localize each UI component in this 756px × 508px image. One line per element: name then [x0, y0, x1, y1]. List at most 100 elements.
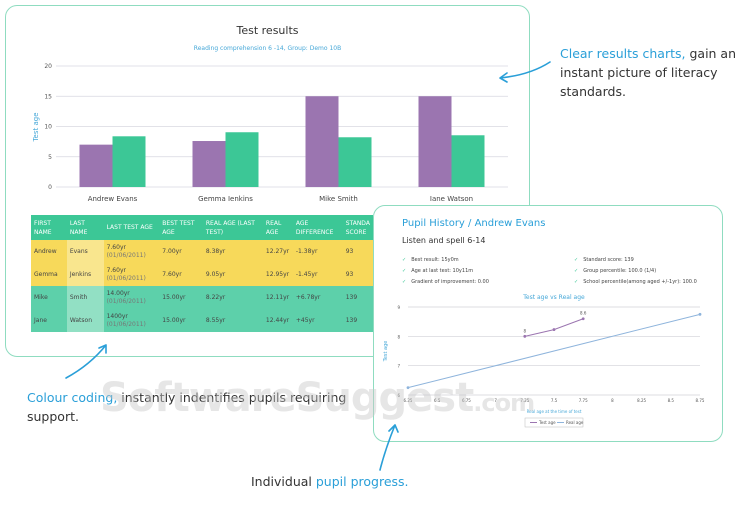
bar — [305, 96, 339, 187]
x-tick-label: 8.5 — [668, 398, 675, 403]
cell-best: 7.60yr — [159, 263, 203, 286]
callout-colour-coding: Colour coding, instantly indentifies pup… — [27, 390, 347, 424]
x-tick-label: 8.25 — [637, 398, 646, 403]
cell-last-test: 14.00yr (01/06/2011) — [103, 286, 160, 309]
cell-best: 15.00yr — [159, 309, 203, 332]
cell-diff: +6.78yr — [292, 286, 343, 309]
stat-item: ✓ Age at last test: 10y11m — [402, 268, 474, 274]
column-header[interactable]: LAST NAME — [66, 215, 104, 240]
cell-last-test: 7.60yr (01/06/2011) — [103, 263, 160, 286]
bar — [192, 141, 226, 187]
cell-score: 139 — [342, 309, 373, 332]
cell-best: 7.00yr — [159, 240, 203, 263]
legend-label: Real age — [566, 420, 584, 425]
cell-last: Evans — [66, 240, 104, 263]
bar — [79, 144, 113, 187]
bar — [451, 135, 485, 187]
cell-first: Gemma — [31, 263, 67, 286]
data-label: 8.6 — [580, 311, 587, 316]
x-tick-label: Andrew Evans — [88, 195, 138, 201]
chart-subtitle: Reading comprehension 6 -14, Group: Demo… — [193, 45, 342, 52]
stat-item: ✓ Group percentile: 100.0 (1/4) — [574, 268, 657, 274]
x-tick-label: Mike Smith — [319, 195, 358, 201]
y-tick-label: 8 — [397, 334, 400, 339]
y-axis-label: Test age — [32, 112, 40, 142]
check-icon: ✓ — [402, 268, 407, 274]
stat-item: ✓ School percentile(among aged +/-1yr): 1… — [574, 279, 697, 285]
table-row[interactable]: Gemma Jenkins 7.60yr (01/06/2011) 7.60yr 9.05… — [31, 263, 373, 286]
x-tick-label: Gemma Jenkins — [198, 195, 253, 201]
cell-real-last: 8.55yr — [202, 309, 263, 332]
callout-progress: Individual pupil progress. — [251, 474, 409, 489]
x-tick-label: 6.5 — [434, 398, 441, 403]
cell-score: 93 — [342, 240, 373, 263]
data-point — [698, 312, 702, 316]
cell-best: 15.00yr — [159, 286, 203, 309]
check-icon: ✓ — [574, 268, 579, 274]
y-tick-label: 9 — [397, 305, 400, 310]
bar — [225, 132, 259, 187]
y-tick-label: 10 — [44, 124, 52, 131]
data-point — [406, 386, 410, 390]
y-tick-label: 6 — [397, 393, 400, 398]
legend — [524, 417, 584, 428]
cell-first: Jane — [31, 309, 67, 332]
cell-real-last: 8.22yr — [202, 286, 263, 309]
x-tick-label: Jane Watson — [429, 195, 473, 201]
data-point — [523, 334, 527, 338]
series-line — [524, 318, 584, 337]
y-tick-label: 15 — [44, 93, 52, 100]
x-tick-label: 7.5 — [551, 398, 558, 403]
pupil-history-card: Pupil History / Andrew Evans Listen and … — [373, 205, 723, 442]
line-chart: Test age vs Real age 6 7 8 9 6.25 6.5 6.75 7 7.25… — [383, 294, 705, 428]
column-header[interactable]: FIRST NAME — [31, 215, 67, 240]
test-name: Listen and spell 6-14 — [402, 236, 486, 245]
bar — [112, 136, 146, 187]
cell-first: Andrew — [31, 240, 67, 263]
cell-diff: +45yr — [292, 309, 343, 332]
cell-diff: -1.45yr — [292, 263, 343, 286]
y-tick-label: 5 — [48, 154, 52, 161]
cell-last: Watson — [66, 309, 104, 332]
column-header[interactable]: STANDA SCORE — [342, 215, 373, 240]
check-icon: ✓ — [402, 257, 407, 263]
table-row[interactable]: Mike Smith 14.00yr (01/06/2011) 15.00yr 8.22y… — [31, 286, 373, 309]
column-header[interactable]: LAST TEST AGE — [103, 215, 160, 240]
bar-chart: 0 5 10 15 20 Test age Andrew Evans Gemma Jenkin… — [32, 63, 508, 201]
cell-diff: -1.38yr — [292, 240, 343, 263]
cell-last-test: 1400yr (01/06/2011) — [103, 309, 160, 332]
column-header[interactable]: REAL AGE (LAST TEST) — [202, 215, 263, 240]
stat-item: ✓ Gradient of improvement: 0.00 — [402, 279, 489, 285]
column-header[interactable]: AGE DIFFERENCE — [292, 215, 343, 240]
check-icon: ✓ — [574, 257, 579, 263]
table-row[interactable]: Andrew Evans 7.60yr (01/06/2011) 7.00yr 8.38y… — [31, 240, 373, 263]
series-line — [407, 313, 701, 389]
x-tick-label: 7.25 — [520, 398, 529, 403]
cell-real: 12.27yr — [262, 240, 293, 263]
line-chart-title: Test age vs Real age — [522, 294, 585, 301]
cell-real-last: 8.38yr — [202, 240, 263, 263]
chart-title: Test results — [236, 24, 299, 37]
bar — [418, 96, 452, 187]
x-tick-label: 8.75 — [696, 398, 705, 403]
cell-score: 139 — [342, 286, 373, 309]
watermark: SoftwareSuggest.com — [100, 375, 535, 421]
cell-last: Jenkins — [66, 263, 104, 286]
stat-item: ✓ Standard score: 139 — [574, 257, 634, 263]
x-tick-label: 7 — [494, 398, 497, 403]
cell-score: 93 — [342, 263, 373, 286]
y-tick-label: 0 — [48, 184, 52, 191]
check-icon: ✓ — [574, 279, 579, 285]
table-row[interactable]: Jane Watson 1400yr (01/06/2011) 15.00yr 8.55y… — [31, 309, 373, 332]
cell-real: 12.11yr — [262, 286, 293, 309]
column-header[interactable]: BEST TEST AGE — [159, 215, 203, 240]
y-axis-label: Test age — [383, 341, 389, 363]
pupil-history-title[interactable]: Pupil History / Andrew Evans — [402, 218, 546, 229]
check-icon: ✓ — [402, 279, 407, 285]
y-tick-label: 20 — [44, 63, 52, 70]
cell-last-test: 7.60yr (01/06/2011) — [103, 240, 160, 263]
cell-real: 12.95yr — [262, 263, 293, 286]
cell-last: Smith — [66, 286, 104, 309]
column-header[interactable]: REAL AGE — [262, 215, 293, 240]
cell-real-last: 9.05yr — [202, 263, 263, 286]
